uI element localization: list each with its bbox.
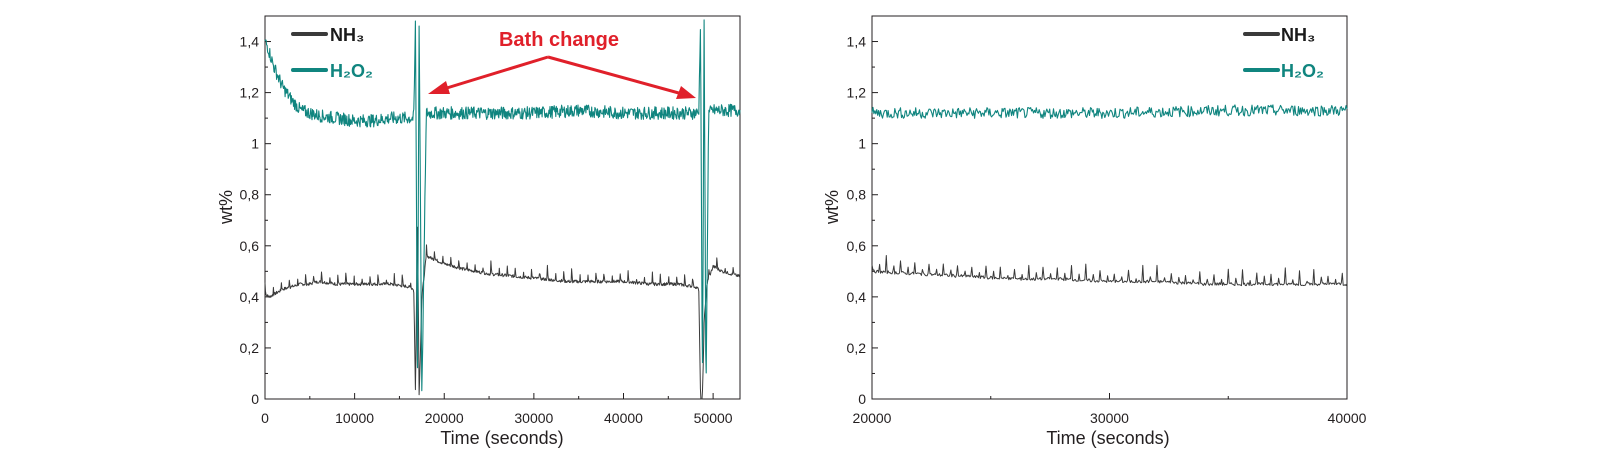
left-x-axis-title: Time (seconds) xyxy=(440,428,563,448)
legend-label-nh3: NH₃ xyxy=(1281,25,1315,45)
right-series-layer xyxy=(871,104,1348,287)
annotation-arrow-left xyxy=(436,55,549,93)
x-tick-label: 20000 xyxy=(853,410,892,426)
left-chart: 0 0,2 0,4 0,6 0,8 1 1,2 1,4 0 10000 20000 30000 400… xyxy=(216,15,741,448)
right-plot-frame xyxy=(871,15,1348,400)
x-tick-label: 0 xyxy=(261,410,269,426)
left-x-axis: 0 10000 20000 30000 40000 50000 xyxy=(261,393,733,426)
right-y-axis: 0 0,2 0,4 0,6 0,8 1 1,2 1,4 xyxy=(847,15,878,407)
series-line-nh3 xyxy=(871,255,1348,287)
y-tick-label: 0,4 xyxy=(240,289,260,305)
series-line-nh3 xyxy=(264,226,741,400)
right-legend: NH₃ H₂O₂ xyxy=(1243,25,1324,81)
x-tick-label: 40000 xyxy=(604,410,643,426)
y-tick-label: 0,6 xyxy=(847,238,867,254)
y-tick-label: 0 xyxy=(858,391,866,407)
x-tick-label: 50000 xyxy=(694,410,733,426)
y-tick-label: 1,4 xyxy=(847,34,867,50)
series-line-h2o2 xyxy=(871,104,1348,120)
y-tick-label: 1,4 xyxy=(240,34,260,50)
x-tick-label: 40000 xyxy=(1328,410,1367,426)
y-tick-label: 0,2 xyxy=(847,340,867,356)
right-x-axis: 20000 30000 40000 xyxy=(853,393,1367,426)
y-tick-label: 0 xyxy=(251,391,259,407)
annotation-arrowhead-left xyxy=(428,81,450,94)
bath-change-annotation: Bath change xyxy=(428,29,696,99)
annotation-arrowhead-right xyxy=(676,86,696,99)
right-y-axis-title: wt% xyxy=(822,190,842,225)
x-tick-label: 30000 xyxy=(514,410,553,426)
y-tick-label: 1,2 xyxy=(240,85,260,101)
y-tick-label: 0,6 xyxy=(240,238,260,254)
legend-label-h2o2: H₂O₂ xyxy=(330,61,373,81)
x-tick-label: 10000 xyxy=(335,410,374,426)
left-plot-frame xyxy=(264,15,741,400)
x-tick-label: 30000 xyxy=(1090,410,1129,426)
series-line-h2o2 xyxy=(264,19,741,392)
annotation-arrow-right xyxy=(547,55,687,97)
left-series-layer xyxy=(264,19,741,400)
y-tick-label: 1 xyxy=(251,136,259,152)
y-tick-label: 0,4 xyxy=(847,289,867,305)
legend-label-nh3: NH₃ xyxy=(330,25,364,45)
y-tick-label: 1 xyxy=(858,136,866,152)
left-legend: NH₃ H₂O₂ xyxy=(291,25,373,81)
y-tick-label: 1,2 xyxy=(847,85,867,101)
right-chart: 0 0,2 0,4 0,6 0,8 1 1,2 1,4 20000 30000 40000 wt%… xyxy=(822,15,1367,448)
y-tick-label: 0,2 xyxy=(240,340,260,356)
left-y-axis-title: wt% xyxy=(216,190,236,225)
y-tick-label: 0,8 xyxy=(240,187,260,203)
left-y-axis: 0 0,2 0,4 0,6 0,8 1 1,2 1,4 xyxy=(240,15,271,407)
legend-label-h2o2: H₂O₂ xyxy=(1281,61,1324,81)
annotation-label: Bath change xyxy=(499,29,619,51)
y-tick-label: 0,8 xyxy=(847,187,867,203)
x-tick-label: 20000 xyxy=(425,410,464,426)
right-x-axis-title: Time (seconds) xyxy=(1046,428,1169,448)
